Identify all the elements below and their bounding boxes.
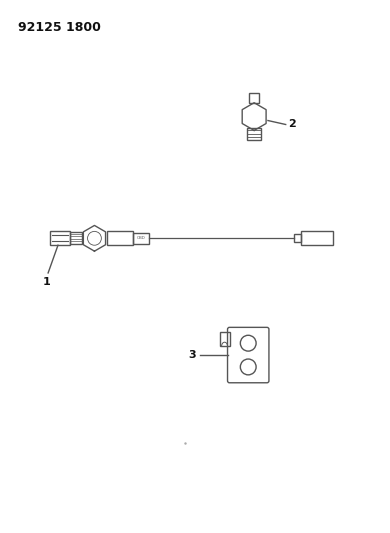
- Bar: [133, 233, 149, 244]
- Bar: [220, 332, 229, 346]
- Bar: [50, 231, 70, 245]
- Text: 1: 1: [42, 277, 50, 287]
- Bar: [70, 232, 82, 244]
- Text: 92125 1800: 92125 1800: [18, 21, 101, 34]
- Bar: [249, 93, 259, 103]
- Bar: [247, 128, 261, 140]
- Bar: [107, 231, 133, 245]
- Bar: [301, 231, 333, 245]
- Text: 3: 3: [188, 350, 196, 360]
- Text: 2: 2: [288, 119, 295, 130]
- Text: OBD: OBD: [136, 236, 145, 240]
- Bar: [294, 235, 301, 243]
